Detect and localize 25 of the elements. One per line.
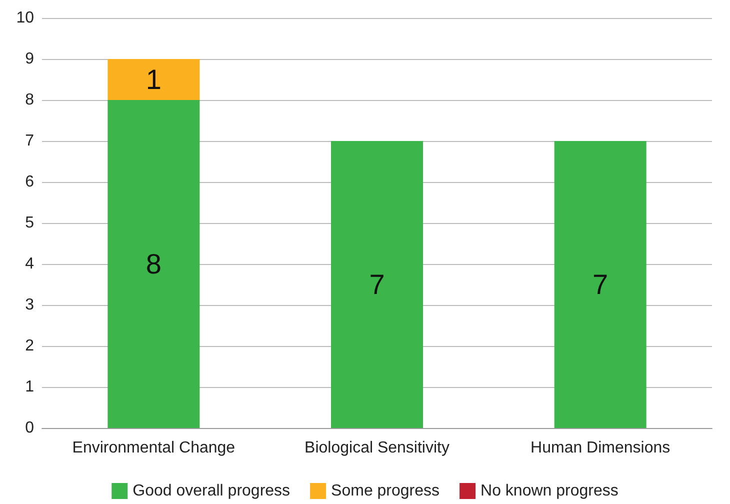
x-tick-label: Biological Sensitivity	[304, 440, 450, 456]
y-tick-label: 3	[25, 296, 34, 314]
x-tick-label: Human Dimensions	[530, 440, 670, 456]
legend-label: Some progress	[331, 482, 440, 500]
y-tick-label: 1	[25, 378, 34, 396]
bar	[108, 59, 200, 100]
data-label: 7	[592, 269, 608, 300]
x-tick-label: Environmental Change	[72, 440, 236, 456]
y-tick-label: 10	[16, 10, 34, 26]
y-tick-label: 2	[25, 338, 34, 354]
data-label: 7	[369, 269, 385, 300]
y-tick-label: 0	[25, 420, 34, 436]
y-tick-label: 4	[25, 256, 34, 272]
bar	[331, 141, 423, 428]
legend-label: Good overall progress	[132, 482, 290, 500]
y-tick-label: 6	[25, 174, 34, 190]
y-tick-label: 7	[25, 132, 34, 150]
data-label: 1	[146, 64, 162, 95]
y-tick-label: 8	[25, 92, 34, 108]
bar	[108, 100, 200, 428]
bar	[554, 141, 646, 428]
data-label: 8	[146, 248, 162, 280]
y-tick-label: 5	[25, 214, 34, 232]
legend-label: No known progress	[480, 482, 618, 500]
y-tick-label: 9	[25, 50, 34, 68]
